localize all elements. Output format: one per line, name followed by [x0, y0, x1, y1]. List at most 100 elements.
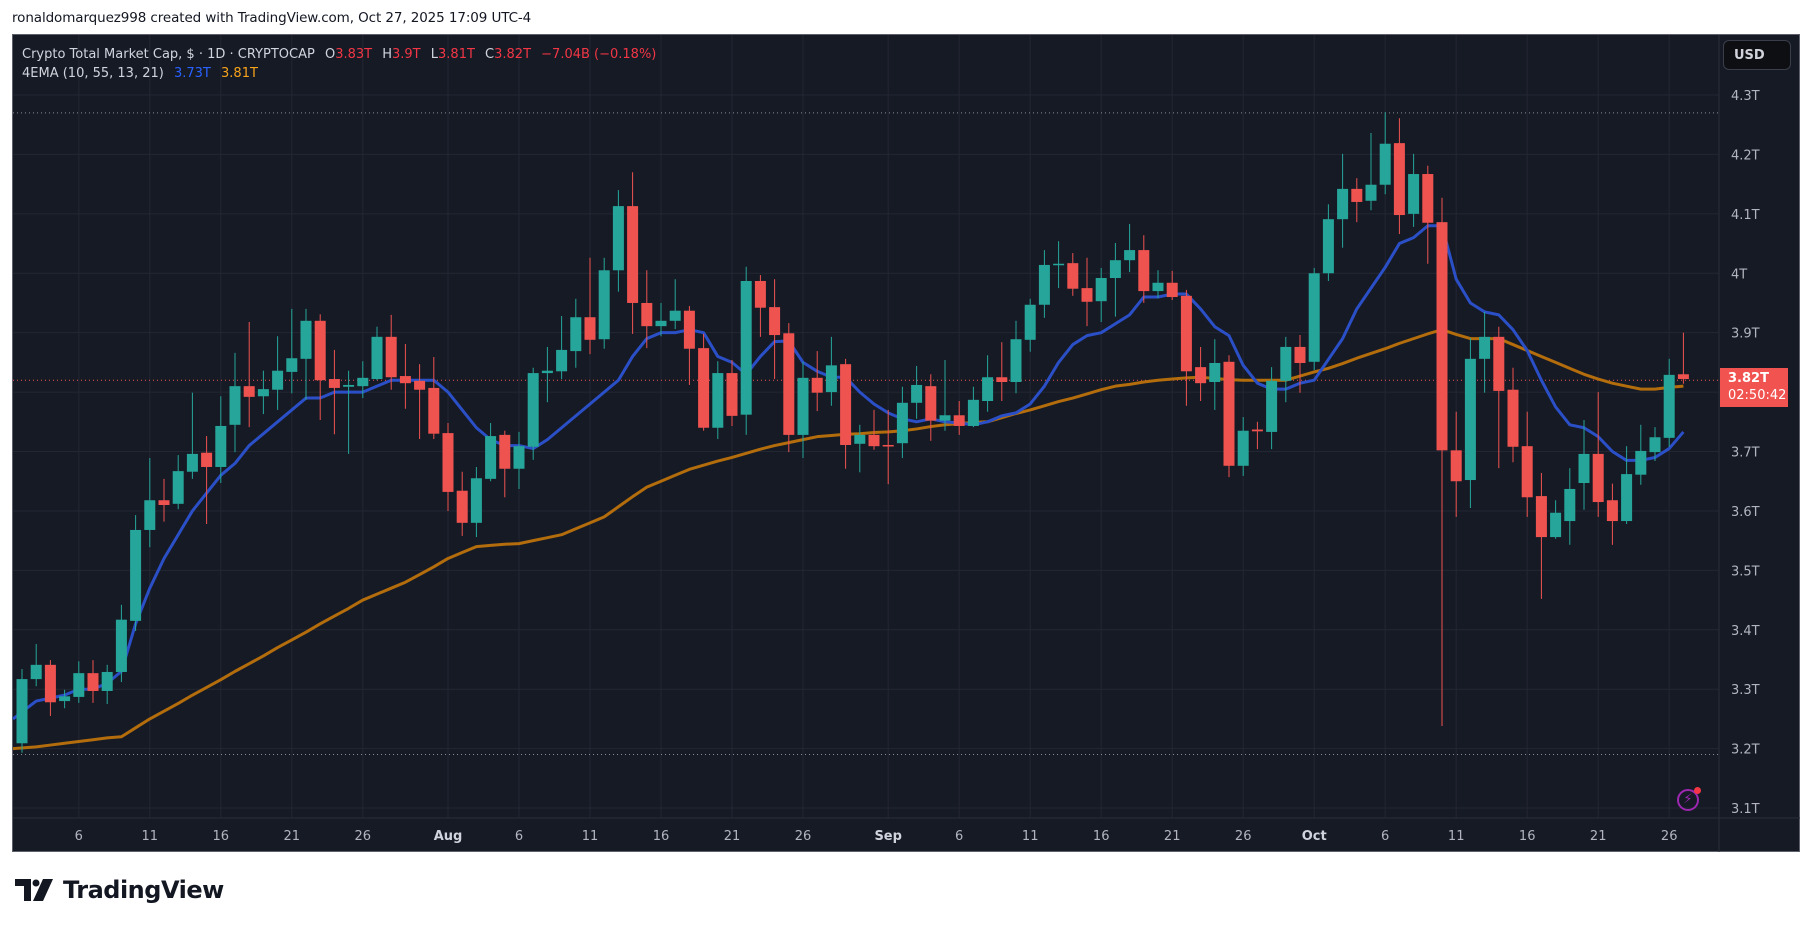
candle-body[interactable]	[740, 280, 752, 415]
candle-body[interactable]	[328, 379, 340, 388]
candle-body[interactable]	[726, 373, 738, 416]
candle-body[interactable]	[1379, 143, 1391, 185]
candle-body[interactable]	[1649, 437, 1661, 453]
candle-body[interactable]	[215, 425, 227, 467]
candle-body[interactable]	[1663, 374, 1675, 438]
candle-body[interactable]	[1152, 282, 1164, 292]
candle-body[interactable]	[570, 317, 582, 352]
candle-body[interactable]	[612, 206, 624, 271]
candle-body[interactable]	[797, 377, 809, 435]
candle-body[interactable]	[1138, 250, 1150, 292]
candle-body[interactable]	[73, 673, 85, 697]
candle-body[interactable]	[1053, 263, 1065, 266]
candle-body[interactable]	[243, 386, 255, 397]
candle-body[interactable]	[925, 386, 937, 421]
candle-body[interactable]	[1294, 346, 1306, 363]
candle-body[interactable]	[442, 433, 454, 492]
candle-body[interactable]	[1564, 488, 1576, 522]
candle-body[interactable]	[896, 402, 908, 444]
candle-body[interactable]	[698, 348, 710, 428]
candle-body[interactable]	[783, 333, 795, 435]
candle-body[interactable]	[840, 364, 852, 445]
candle-body[interactable]	[272, 370, 284, 390]
candle-body[interactable]	[825, 365, 837, 393]
candle-body[interactable]	[854, 434, 866, 444]
candle-body[interactable]	[1493, 336, 1505, 391]
candle-body[interactable]	[1450, 450, 1462, 482]
candle-body[interactable]	[1592, 453, 1604, 503]
candle-body[interactable]	[541, 370, 553, 374]
symbol-title[interactable]: Crypto Total Market Cap, $ · 1D · CRYPTO…	[22, 47, 315, 62]
candle-body[interactable]	[1209, 362, 1221, 382]
candle-body[interactable]	[371, 336, 383, 380]
candle-body[interactable]	[655, 320, 667, 327]
candle-body[interactable]	[1038, 264, 1050, 305]
candle-body[interactable]	[1351, 188, 1363, 202]
candle-body[interactable]	[1507, 389, 1519, 447]
candle-body[interactable]	[201, 452, 213, 467]
candle-body[interactable]	[598, 270, 610, 340]
candle-body[interactable]	[1081, 288, 1093, 302]
candle-body[interactable]	[939, 415, 951, 421]
candle-body[interactable]	[1436, 222, 1448, 451]
candle-body[interactable]	[1180, 295, 1192, 372]
candle-body[interactable]	[683, 310, 695, 349]
candle-body[interactable]	[257, 389, 269, 397]
candle-body[interactable]	[1266, 380, 1278, 432]
candle-body[interactable]	[1408, 174, 1420, 214]
candle-body[interactable]	[1010, 339, 1022, 382]
candle-body[interactable]	[669, 310, 681, 321]
candle-body[interactable]	[882, 444, 894, 447]
candle-body[interactable]	[1393, 143, 1405, 216]
candle-body[interactable]	[1166, 282, 1178, 298]
candle-body[interactable]	[499, 434, 511, 469]
candle-body[interactable]	[357, 377, 369, 387]
candle-body[interactable]	[314, 320, 326, 381]
candle-body[interactable]	[1621, 474, 1633, 522]
indicator-name[interactable]: 4EMA (10, 55, 13, 21)	[22, 66, 164, 81]
candle-body[interactable]	[754, 280, 766, 308]
lightning-alert-icon[interactable]: ⚡	[1677, 787, 1701, 811]
candle-body[interactable]	[1024, 304, 1036, 340]
candle-body[interactable]	[485, 436, 497, 479]
candle-body[interactable]	[1578, 453, 1590, 484]
candle-body[interactable]	[1635, 450, 1647, 475]
candle-body[interactable]	[414, 380, 426, 390]
candle-body[interactable]	[1109, 260, 1121, 279]
candle-body[interactable]	[399, 376, 411, 384]
candle-body[interactable]	[982, 377, 994, 402]
candle-body[interactable]	[712, 373, 724, 428]
candle-body[interactable]	[1521, 446, 1533, 498]
candle-body[interactable]	[627, 206, 639, 303]
candle-body[interactable]	[1251, 429, 1263, 432]
candle-body[interactable]	[1550, 512, 1562, 538]
candle-body[interactable]	[1422, 174, 1434, 223]
candle-body[interactable]	[1479, 336, 1491, 359]
candle-body[interactable]	[1464, 358, 1476, 481]
candle-body[interactable]	[513, 446, 525, 469]
candle-body[interactable]	[186, 453, 198, 472]
candle-body[interactable]	[868, 434, 880, 447]
candle-body[interactable]	[44, 664, 56, 703]
candle-body[interactable]	[101, 671, 113, 691]
candle-body[interactable]	[1223, 361, 1235, 466]
candle-body[interactable]	[30, 664, 42, 680]
candle-body[interactable]	[641, 302, 653, 327]
currency-button[interactable]: USD	[1723, 40, 1791, 70]
candle-body[interactable]	[115, 619, 127, 672]
candle-body[interactable]	[172, 471, 184, 504]
candle-body[interactable]	[87, 673, 99, 691]
candle-body[interactable]	[811, 377, 823, 393]
candle-body[interactable]	[1365, 184, 1377, 201]
candle-body[interactable]	[1067, 263, 1079, 289]
candle-body[interactable]	[1280, 346, 1292, 381]
candle-body[interactable]	[300, 320, 312, 359]
candle-body[interactable]	[1124, 250, 1136, 261]
candle-body[interactable]	[343, 384, 355, 387]
candle-body[interactable]	[556, 349, 568, 372]
candle-body[interactable]	[286, 358, 298, 372]
candle-body[interactable]	[996, 377, 1008, 382]
candle-body[interactable]	[1606, 500, 1618, 522]
candle-body[interactable]	[1322, 219, 1334, 274]
